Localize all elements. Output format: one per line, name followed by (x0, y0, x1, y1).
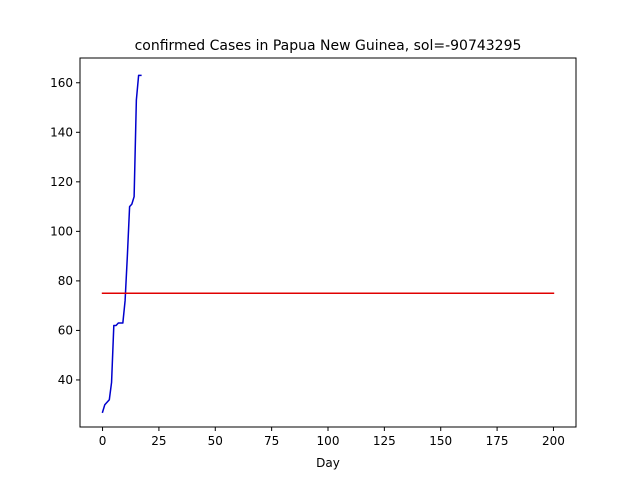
y-tick-label-3: 100 (50, 224, 73, 238)
y-tick-label-4: 120 (50, 175, 73, 189)
y-tick-label-1: 60 (58, 323, 73, 337)
x-axis: 0 25 50 75 100 125 150 175 200 (99, 427, 565, 448)
y-tick-label-2: 80 (58, 274, 73, 288)
x-tick-label-6: 150 (429, 434, 452, 448)
chart-title: confirmed Cases in Papua New Guinea, sol… (135, 38, 522, 54)
y-axis: 40 60 80 100 120 140 160 (50, 76, 80, 387)
x-tick-label-8: 200 (542, 434, 565, 448)
y-tick-label-5: 140 (50, 125, 73, 139)
x-tick-label-3: 75 (264, 434, 279, 448)
x-tick-label-1: 25 (151, 434, 166, 448)
plot-area (101, 74, 555, 414)
y-tick-label-0: 40 (58, 373, 73, 387)
x-tick-label-4: 100 (317, 434, 340, 448)
series-line-0 (101, 74, 142, 414)
x-axis-label: Day (316, 456, 340, 470)
x-tick-label-5: 125 (373, 434, 396, 448)
x-tick-label-0: 0 (99, 434, 107, 448)
x-tick-label-2: 50 (208, 434, 223, 448)
plot-frame (79, 57, 577, 428)
y-tick-label-6: 160 (50, 76, 73, 90)
x-tick-label-7: 175 (486, 434, 509, 448)
